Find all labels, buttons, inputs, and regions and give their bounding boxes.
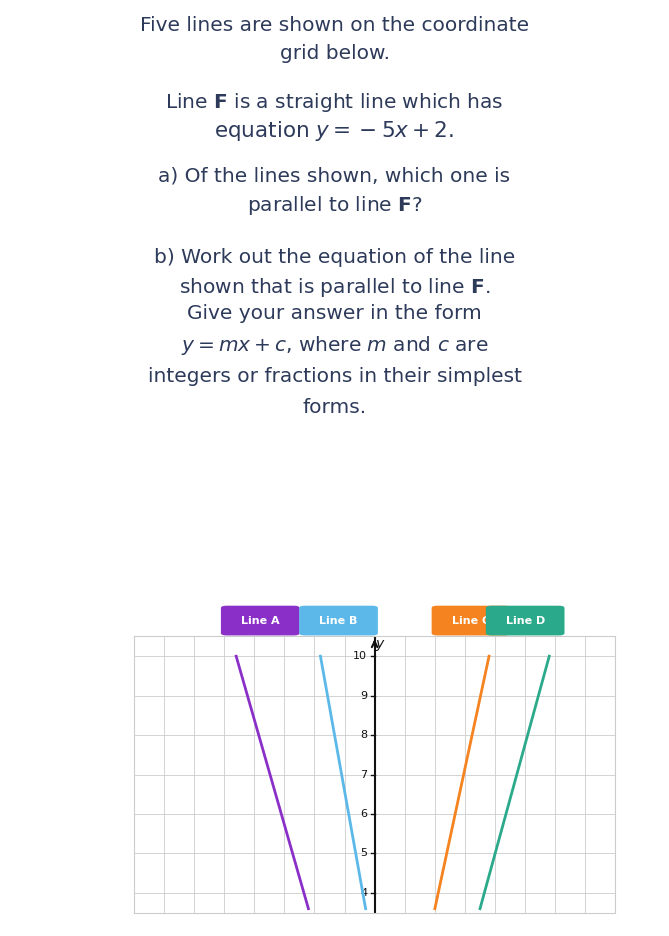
Text: $y$: $y$	[375, 638, 385, 653]
Text: Line A: Line A	[241, 616, 280, 625]
Text: 10: 10	[353, 651, 367, 661]
Text: Line B: Line B	[319, 616, 358, 625]
Text: $y = mx + c$, where $m$ and $c$ are: $y = mx + c$, where $m$ and $c$ are	[181, 333, 488, 357]
Text: 8: 8	[360, 730, 367, 740]
FancyBboxPatch shape	[486, 606, 565, 636]
Text: Give your answer in the form: Give your answer in the form	[187, 304, 482, 323]
Text: Line D: Line D	[506, 616, 545, 625]
Text: 4: 4	[360, 888, 367, 898]
Text: integers or fractions in their simplest: integers or fractions in their simplest	[147, 367, 522, 386]
Text: parallel to line $\mathbf{F}$?: parallel to line $\mathbf{F}$?	[247, 195, 422, 217]
Text: grid below.: grid below.	[280, 44, 389, 63]
Text: Five lines are shown on the coordinate: Five lines are shown on the coordinate	[140, 16, 529, 35]
FancyBboxPatch shape	[432, 606, 510, 636]
Text: Line C: Line C	[452, 616, 490, 625]
FancyBboxPatch shape	[221, 606, 300, 636]
Text: 7: 7	[360, 769, 367, 780]
Text: 9: 9	[360, 691, 367, 701]
FancyBboxPatch shape	[299, 606, 378, 636]
Text: 5: 5	[360, 848, 367, 858]
Text: equation $y = -5x + 2$.: equation $y = -5x + 2$.	[214, 119, 455, 143]
Text: a) Of the lines shown, which one is: a) Of the lines shown, which one is	[159, 167, 510, 185]
Text: Line $\mathbf{F}$ is a straight line which has: Line $\mathbf{F}$ is a straight line whi…	[165, 91, 504, 114]
Text: 6: 6	[360, 809, 367, 819]
Text: shown that is parallel to line $\mathbf{F}$.: shown that is parallel to line $\mathbf{…	[179, 276, 490, 299]
Text: b) Work out the equation of the line: b) Work out the equation of the line	[154, 248, 515, 267]
Text: forms.: forms.	[302, 398, 367, 417]
